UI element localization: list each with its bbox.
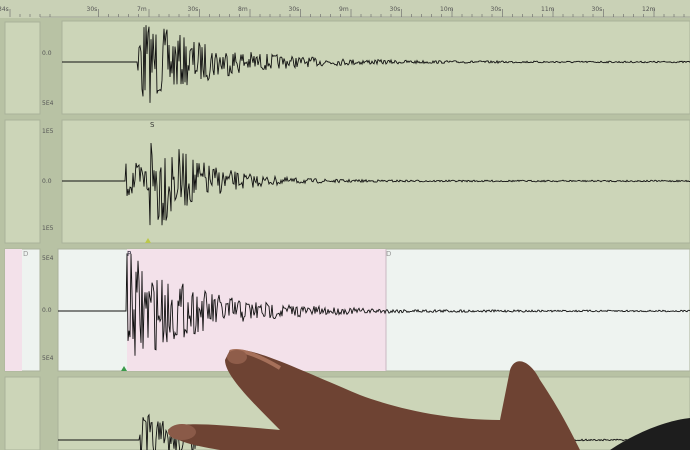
ch2-amp-1: 0.0 xyxy=(42,178,52,185)
s-pick-triangle xyxy=(145,238,151,243)
p-phase-marker: P xyxy=(127,250,131,258)
hand xyxy=(168,349,690,450)
time-tick-label: 12m xyxy=(642,6,656,13)
time-tick-label: 30s xyxy=(87,6,98,13)
s-phase-marker: S xyxy=(150,121,155,129)
time-tick-label: 34s xyxy=(0,6,9,13)
time-tick-label: 30s xyxy=(491,6,502,13)
time-tick-label: 8m xyxy=(238,6,248,13)
ch2-amp-0: 1E5 xyxy=(42,128,54,135)
ch1-amp-1: 5E4 xyxy=(42,100,54,107)
window-d-marker: D xyxy=(386,250,391,258)
ch2-amp-2: 1E5 xyxy=(42,225,54,232)
time-axis: 34s30s7m30s8m30s9m30s10m30s11m30s12m30s xyxy=(0,0,690,18)
channel-1-preview xyxy=(4,21,41,115)
time-tick-label: 11m xyxy=(541,6,555,13)
seismic-trace xyxy=(58,253,690,356)
time-tick-label: 30s xyxy=(592,6,603,13)
ch1-amp-0: 0.0 xyxy=(42,50,52,57)
time-tick-label: 7m xyxy=(137,6,147,13)
seismic-trace xyxy=(62,25,690,103)
p-pick-triangle xyxy=(121,366,127,371)
channel-1-panel[interactable] xyxy=(61,20,690,115)
channel-4-preview xyxy=(4,376,41,450)
ch3-amp-2: 5E4 xyxy=(42,355,54,362)
ch3-amp-0: 5E4 xyxy=(42,255,54,262)
channel-2-preview xyxy=(4,119,41,244)
seismic-trace xyxy=(62,142,690,226)
preview-window xyxy=(5,249,22,371)
time-tick-label: 30s xyxy=(188,6,199,13)
time-tick-label: 9m xyxy=(339,6,349,13)
time-tick-label: 30s xyxy=(390,6,401,13)
time-tick-label: 10m xyxy=(440,6,454,13)
ch3-amp-1: 0.0 xyxy=(42,307,52,314)
time-tick-label: 30s xyxy=(289,6,300,13)
preview-d-marker: D xyxy=(23,250,28,258)
